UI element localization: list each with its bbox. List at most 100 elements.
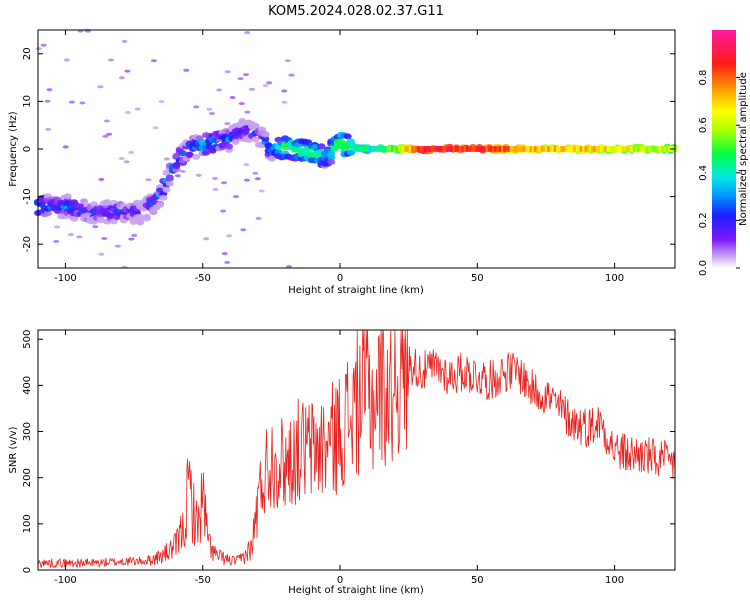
colorbar-tick-label-4: 0.8 [698, 70, 709, 86]
heatmap-cell-721 [118, 76, 125, 80]
spectrogram-y-tick-label-1: -10 [22, 188, 33, 204]
heatmap-cell-690 [163, 157, 170, 161]
heatmap-cell-687 [158, 100, 165, 103]
heatmap-cell-808 [446, 146, 449, 152]
heatmap-cell-908 [665, 146, 669, 152]
heatmap-cell-778 [380, 146, 383, 152]
heatmap-cell-759 [153, 191, 160, 195]
heatmap-cell-738 [98, 252, 105, 256]
heatmap-cell-782 [388, 146, 392, 152]
heatmap-cell-733 [35, 47, 42, 51]
snr-y-tick-label-2: 200 [22, 468, 33, 487]
colorbar-tick-label-3: 0.6 [698, 117, 709, 133]
heatmap-cell-816 [463, 146, 467, 152]
heatmap-cell-194 [159, 194, 168, 201]
spectrogram-x-tick-label-1: -50 [195, 273, 211, 284]
heatmap-cell-728 [134, 107, 141, 111]
heatmap-cell-864 [569, 146, 572, 152]
heatmap-cell-898 [643, 146, 647, 152]
heatmap-cell-812 [454, 146, 458, 152]
heatmap-cell-710 [178, 160, 185, 164]
heatmap-cell-880 [604, 146, 607, 152]
spectrogram-y-tick-label-3: 10 [22, 95, 33, 108]
heatmap-cell-731 [255, 216, 262, 220]
heatmap-cell-762 [101, 237, 108, 240]
heatmap-cell-683 [44, 99, 51, 103]
heatmap-cell-899 [645, 146, 649, 152]
figure-title: KOM5.2024.028.02.37.G11 [268, 4, 444, 19]
heatmap-cell-807 [443, 146, 447, 152]
heatmap-cell-877 [597, 146, 601, 152]
heatmap-cell-692 [232, 195, 239, 199]
heatmap-cell-681 [128, 150, 135, 154]
heatmap-cell-819 [470, 146, 473, 152]
heatmap-cell-696 [224, 260, 231, 264]
heatmap-cell-815 [461, 146, 464, 152]
heatmap-cell-47 [63, 193, 72, 200]
heatmap-cell-826 [485, 146, 489, 152]
heatmap-cell-803 [435, 146, 438, 152]
heatmap-cell-817 [465, 146, 469, 152]
heatmap-cell-881 [606, 146, 609, 152]
heatmap-cell-732 [258, 189, 265, 193]
heatmap-cell-699 [221, 181, 227, 185]
heatmap-cell-811 [452, 146, 456, 152]
heatmap-cell-754 [244, 31, 251, 35]
heatmap-cell-697 [244, 178, 250, 182]
heatmap-cell-832 [498, 146, 502, 152]
heatmap-cell-876 [595, 146, 598, 152]
heatmap-cell-785 [395, 146, 399, 152]
heatmap-cell-884 [612, 146, 616, 152]
heatmap-cell-855 [549, 146, 552, 152]
heatmap-cell-730 [76, 235, 83, 239]
heatmap-cell-853 [544, 146, 548, 152]
heatmap-cell-850 [538, 146, 541, 152]
heatmap-cell-824 [481, 146, 484, 152]
heatmap-cell-740 [128, 237, 135, 241]
spectrogram-y-axis-label: Frequency (Hz) [8, 111, 19, 187]
heatmap-cell-334 [251, 136, 260, 143]
heatmap-cell-780 [384, 146, 388, 152]
heatmap-cell-837 [509, 146, 513, 152]
heatmap-cell-893 [632, 146, 636, 152]
heatmap-cell-747 [152, 126, 159, 130]
heatmap-cell-809 [448, 146, 451, 152]
heatmap-cell-756 [203, 237, 210, 241]
heatmap-cell-856 [551, 146, 554, 152]
heatmap-cell-712 [179, 169, 186, 173]
snr-y-tick-label-4: 400 [22, 376, 33, 395]
heatmap-cell-858 [555, 146, 559, 152]
heatmap-cell-157 [136, 213, 145, 220]
spectrogram-x-tick-label-0: -100 [54, 273, 77, 284]
heatmap-cell-906 [661, 146, 664, 152]
heatmap-cell-702 [102, 205, 109, 209]
colorbar-tick-label-1: 0.2 [698, 212, 709, 228]
heatmap-cell-801 [430, 146, 434, 152]
heatmap-cell-863 [566, 146, 570, 152]
heatmap-cell-857 [553, 146, 557, 152]
heatmap-cell-802 [432, 146, 436, 152]
heatmap-cell-873 [588, 146, 592, 152]
heatmap-cell-849 [536, 146, 539, 152]
heatmap-cell-798 [424, 146, 427, 152]
heatmap-cell-891 [628, 146, 631, 152]
heatmap-cell-689 [193, 105, 200, 109]
heatmap-cell-348 [261, 135, 270, 142]
heatmap-cell-741 [131, 233, 138, 237]
heatmap-cell-773 [369, 146, 372, 152]
heatmap-cell-751 [281, 100, 288, 104]
heatmap-cell-698 [52, 196, 59, 200]
heatmap-cell-821 [474, 146, 478, 152]
heatmap-cell-799 [426, 146, 429, 152]
heatmap-cell-349 [261, 131, 270, 138]
heatmap-cell-678 [212, 177, 218, 180]
heatmap-cell-897 [641, 146, 645, 152]
heatmap-cell-294 [225, 143, 234, 150]
heatmap-cell-851 [540, 146, 544, 152]
heatmap-cell-828 [489, 146, 493, 152]
heatmap-cell-419 [307, 151, 316, 158]
heatmap-cell-714 [237, 77, 244, 81]
snr-y-tick-label-3: 300 [22, 422, 33, 441]
heatmap-cell-771 [364, 146, 368, 152]
